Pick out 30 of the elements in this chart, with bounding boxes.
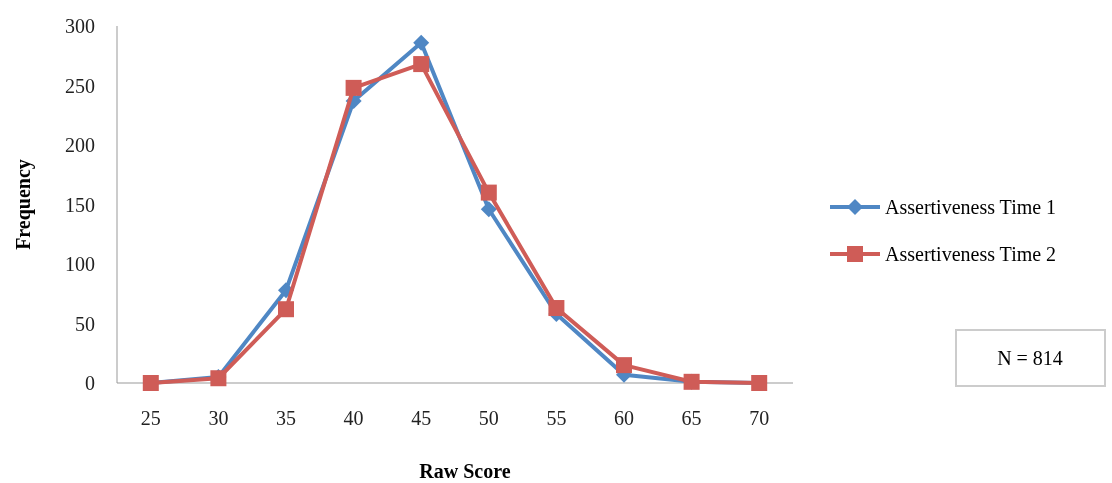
y-tick-label: 50: [75, 312, 95, 335]
x-tick-label: 25: [140, 407, 161, 429]
point: [278, 301, 294, 318]
y-tick-label: 200: [65, 134, 95, 156]
point: [548, 300, 565, 317]
legend-label: Assertiveness Time 1: [885, 196, 1057, 218]
point: [345, 79, 362, 96]
x-tick-label: 60: [614, 407, 634, 429]
point: [480, 201, 497, 218]
legend-label: Assertiveness Time 2: [885, 243, 1057, 265]
point: [413, 56, 430, 73]
x-tick-label: 70: [749, 407, 770, 429]
y-tick-label: 150: [65, 193, 95, 216]
y-tick-label: 300: [65, 15, 95, 37]
x-tick-label: 40: [343, 407, 364, 429]
text: N = 814: [997, 347, 1063, 369]
x-tick-label: 65: [681, 407, 702, 429]
x-tick-label: 45: [411, 407, 432, 429]
point: [480, 184, 497, 201]
x-axis-title: Raw Score: [419, 460, 511, 482]
y-axis-title: Frequency: [12, 159, 35, 250]
x-tick-label: 50: [478, 407, 499, 429]
x-tick-label: 55: [546, 407, 567, 429]
y-tick-label: 100: [65, 253, 95, 275]
y-tick-label: 0: [85, 372, 95, 394]
x-tick-label: 30: [208, 407, 229, 429]
x-tick-label: 35: [276, 407, 296, 429]
y-tick-label: 250: [65, 74, 95, 97]
point: [413, 34, 430, 51]
point: [616, 357, 632, 374]
